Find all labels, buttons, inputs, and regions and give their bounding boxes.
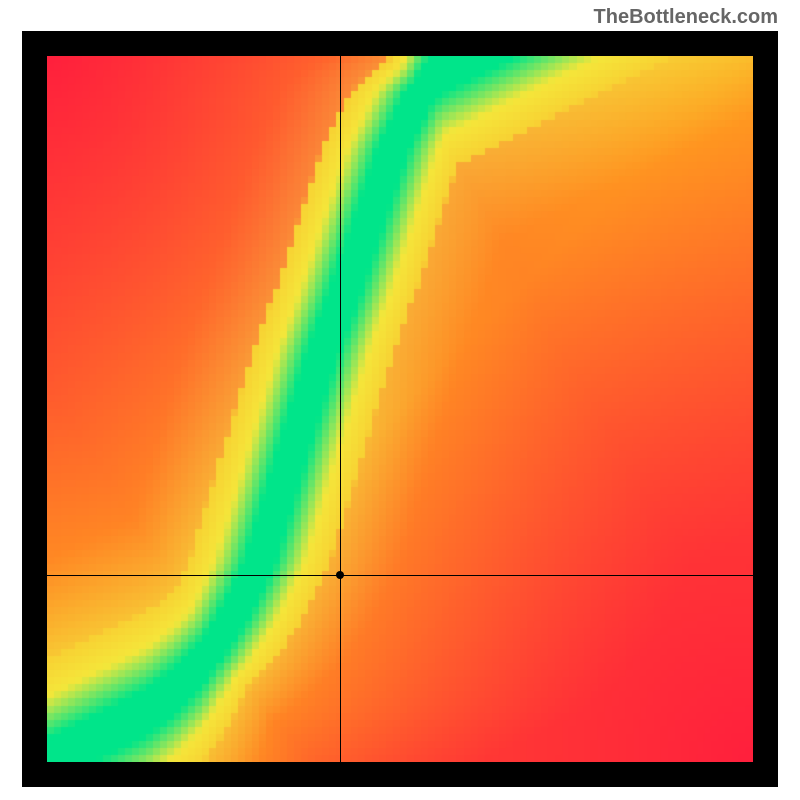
crosshair-vertical	[340, 56, 341, 762]
watermark-text: TheBottleneck.com	[594, 6, 778, 29]
chart-container: TheBottleneck.com	[0, 0, 800, 800]
crosshair-horizontal	[47, 575, 753, 576]
heatmap-canvas	[47, 56, 753, 762]
plot-area	[47, 56, 753, 762]
crosshair-marker	[336, 571, 344, 579]
